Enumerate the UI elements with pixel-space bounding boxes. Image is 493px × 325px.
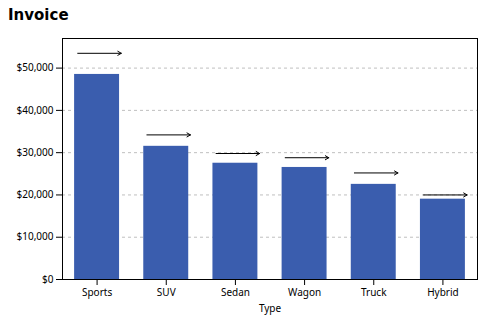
svg-text:Sports: Sports (82, 285, 112, 299)
svg-text:Truck: Truck (361, 285, 387, 299)
svg-text:Hybrid: Hybrid (427, 285, 459, 299)
svg-text:$0: $0 (42, 272, 54, 286)
svg-text:$40,000: $40,000 (17, 103, 54, 117)
html-text:Invoice: Invoice (8, 6, 69, 24)
svg-text:Sedan: Sedan (221, 285, 250, 299)
svg-text:$20,000: $20,000 (17, 187, 54, 201)
svg-text:$30,000: $30,000 (17, 145, 54, 159)
svg-text:$10,000: $10,000 (17, 229, 54, 243)
svg-text:SUV: SUV (157, 285, 176, 299)
svg-text:$50,000: $50,000 (17, 60, 54, 74)
svg-text:Type: Type (259, 301, 282, 315)
svg-text:Wagon: Wagon (288, 285, 321, 299)
